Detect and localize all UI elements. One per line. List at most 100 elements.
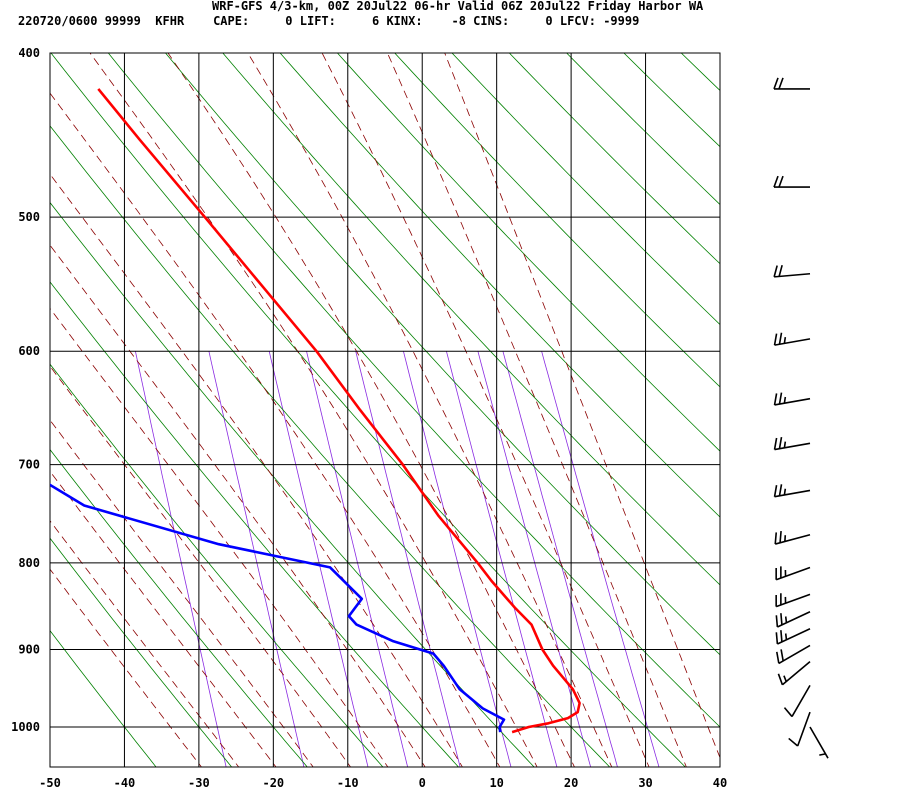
wind-barb (775, 628, 811, 645)
barb-feather (778, 484, 783, 496)
mixing-ratio-line (502, 351, 618, 767)
x-tick-labels: -50 -40 -30 -20 -10 0 10 20 30 40 (39, 776, 727, 790)
wind-barb (775, 644, 811, 665)
barb-feather (778, 437, 783, 449)
barb-feather (778, 392, 783, 405)
barb-feather (773, 437, 778, 450)
dry-adiabat-line (890, 34, 900, 770)
mixing-ratio-line (208, 351, 305, 767)
temperature-profile-line (97, 88, 581, 734)
grid-lines (49, 52, 721, 767)
barb-feather (780, 613, 783, 625)
barb-half-feather (783, 675, 787, 682)
moist-adiabat-line (89, 53, 538, 767)
moist-adiabat-line (50, 92, 501, 767)
x-tick-label: 20 (564, 776, 578, 790)
dry-adiabat-line (50, 125, 611, 767)
dewpoint-profile-line (50, 483, 506, 733)
barb-shaft (781, 661, 811, 686)
x-tick-label: -50 (39, 776, 61, 790)
mixing-ratio-line (306, 351, 409, 767)
x-tick-label: 30 (638, 776, 652, 790)
barb-feather (773, 485, 778, 497)
dry-adiabat-line (222, 53, 720, 586)
sounding-indices: 220720/0600 99999 KFHR CAPE: 0 LIFT: 6 K… (18, 14, 640, 28)
profiles (50, 88, 581, 734)
y-tick-label: 900 (18, 642, 40, 656)
barb-shaft (778, 644, 811, 665)
x-tick-label: 0 (419, 776, 426, 790)
barb-half-feather (784, 616, 788, 623)
dry-adiabat-line (719, 34, 900, 770)
barb-half-feather (819, 753, 826, 756)
barb-feather (773, 77, 779, 90)
x-tick-label: -40 (114, 776, 136, 790)
wind-barb (773, 484, 811, 498)
barb-shaft (774, 272, 811, 278)
x-tick-label: -10 (337, 776, 359, 790)
barb-feather (773, 265, 778, 278)
moist-adiabat-line (167, 53, 575, 767)
wind-barb (773, 77, 810, 90)
moist-adiabat-line (321, 53, 650, 767)
barb-feather (775, 651, 780, 664)
moist-adiabat-line (50, 419, 314, 767)
moist-adiabat-line (50, 173, 463, 767)
y-tick-label: 700 (18, 458, 40, 472)
barb-feather (775, 632, 779, 645)
dry-adiabat-line (50, 281, 459, 767)
mixing-ratio-line (403, 351, 512, 767)
dry-adiabat-line (680, 53, 720, 91)
barb-feather (773, 175, 779, 188)
background-lines (50, 34, 900, 770)
mixing-ratio-line (355, 351, 461, 767)
barb-feather (778, 175, 784, 188)
barb-feather (773, 333, 778, 346)
y-tick-labels: 400 500 600 700 800 900 1000 (11, 46, 40, 734)
mixing-ratio-line (446, 351, 558, 767)
barb-feather (775, 615, 779, 628)
x-tick-label: 10 (489, 776, 503, 790)
barb-half-feather (783, 337, 787, 344)
moist-adiabat-line (50, 244, 426, 767)
wind-barb (788, 711, 811, 747)
mixing-ratio-line (135, 351, 227, 767)
dry-adiabat-line (107, 53, 720, 728)
dry-adiabat-line (623, 53, 720, 148)
barb-shaft (774, 489, 811, 498)
y-tick-label: 400 (18, 46, 40, 60)
x-tick-label: -30 (188, 776, 210, 790)
wind-barb (773, 264, 811, 278)
plot-frame (49, 52, 721, 768)
moist-adiabat-line (50, 307, 389, 767)
dry-adiabat-line (279, 53, 720, 518)
mixing-ratio-line (541, 351, 660, 767)
moist-adiabat-line (247, 53, 613, 767)
y-tick-label: 800 (18, 556, 40, 570)
barb-feather (778, 332, 783, 345)
dry-adiabat-line (50, 537, 233, 767)
wind-barb (777, 661, 811, 686)
wind-barb (775, 566, 811, 581)
barb-feather (780, 649, 784, 662)
barb-feather (773, 393, 778, 406)
dry-adiabat-line (566, 53, 720, 206)
barb-half-feather (783, 396, 787, 404)
moist-adiabat-line (50, 365, 351, 767)
barb-feather (788, 737, 799, 747)
barb-feather (778, 77, 784, 90)
dry-adiabat-line (50, 201, 535, 767)
barb-feather (780, 630, 783, 642)
dry-adiabat-line (50, 629, 157, 767)
moist-adiabat-line (50, 568, 202, 767)
barb-feather (777, 673, 784, 686)
barb-half-feather (784, 633, 788, 640)
dry-adiabat-line (833, 34, 900, 770)
barb-feather (783, 707, 793, 718)
moist-adiabat-line (50, 470, 277, 767)
wind-barb (774, 531, 811, 545)
barb-shaft (777, 628, 811, 645)
wind-barb (773, 437, 811, 451)
x-tick-label: 40 (713, 776, 727, 790)
